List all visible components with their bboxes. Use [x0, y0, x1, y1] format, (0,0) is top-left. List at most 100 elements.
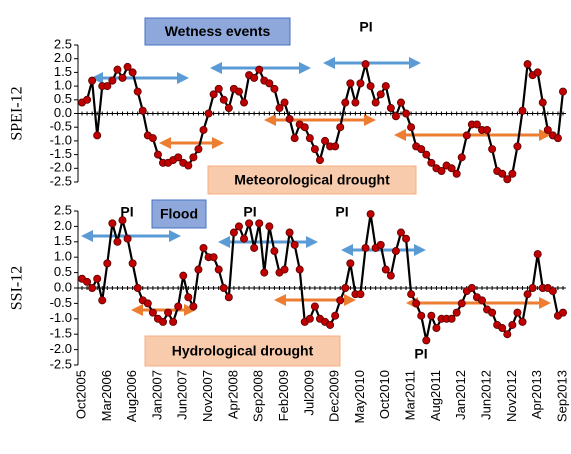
arrows — [81, 57, 551, 316]
marker — [174, 153, 183, 162]
marker — [290, 134, 299, 143]
marker — [467, 283, 476, 292]
y-tick-label: 1.0 — [54, 249, 72, 264]
marker — [457, 299, 466, 308]
marker — [396, 228, 405, 237]
y-tick-label: -0.5 — [50, 295, 72, 310]
marker — [488, 308, 497, 317]
marker — [518, 106, 527, 115]
marker — [402, 109, 411, 118]
marker — [245, 219, 254, 228]
marker — [341, 98, 350, 107]
marker — [361, 243, 370, 252]
marker — [437, 167, 446, 176]
marker — [548, 287, 557, 296]
marker — [88, 76, 97, 85]
marker — [229, 228, 238, 237]
x-tick-label: Jun2012 — [478, 370, 493, 420]
marker — [184, 293, 193, 302]
marker — [194, 265, 203, 274]
annotation: PI — [359, 19, 372, 35]
marker — [331, 311, 340, 320]
marker — [310, 145, 319, 154]
marker — [356, 290, 365, 299]
marker — [265, 222, 274, 231]
x-tick-label: Jul2009 — [301, 370, 316, 416]
marker — [295, 265, 304, 274]
annotation: Wetness events — [165, 23, 271, 39]
marker — [83, 277, 92, 286]
marker — [199, 243, 208, 252]
marker — [417, 311, 426, 320]
marker — [447, 314, 456, 323]
marker — [366, 210, 375, 219]
x-tick-label: Feb2009 — [276, 370, 291, 421]
x-tick-label: Jan2012 — [453, 370, 468, 420]
y-tick-label: 0.0 — [54, 105, 72, 120]
y-tick-label: 0.5 — [54, 91, 72, 106]
marker — [417, 145, 426, 154]
marker — [351, 98, 360, 107]
x-tick-label: Jan2007 — [149, 370, 164, 420]
x-tick-label: Sep2008 — [251, 370, 266, 422]
marker — [503, 330, 512, 339]
marker — [270, 84, 279, 93]
marker — [128, 68, 137, 77]
marker — [386, 271, 395, 280]
marker — [209, 90, 218, 99]
marker — [396, 98, 405, 107]
marker — [265, 79, 274, 88]
marker — [83, 95, 92, 104]
marker — [184, 161, 193, 170]
marker — [113, 237, 122, 246]
x-tick-label: Apr2013 — [529, 370, 544, 419]
annotation: PI — [335, 204, 348, 220]
marker — [240, 98, 249, 107]
y-tick-label: 1.5 — [54, 64, 72, 79]
marker — [376, 90, 385, 99]
marker — [315, 156, 324, 165]
marker — [376, 240, 385, 249]
marker — [513, 308, 522, 317]
x-tick-label: Sep2013 — [554, 370, 569, 422]
marker — [412, 299, 421, 308]
marker — [138, 106, 147, 115]
x-tick-label: Mar2006 — [99, 370, 114, 421]
marker — [255, 65, 264, 74]
annotation-box — [151, 199, 207, 229]
y-tick-label: -0.5 — [50, 119, 72, 134]
marker — [194, 145, 203, 154]
marker — [427, 311, 436, 320]
marker — [538, 98, 547, 107]
y-tick-label: 0.5 — [54, 264, 72, 279]
marker — [159, 317, 168, 326]
marker — [209, 253, 218, 262]
annotation: Meteorological drought — [234, 172, 390, 188]
x-tick-label: Nov2012 — [504, 370, 519, 422]
marker — [508, 169, 517, 178]
marker — [179, 271, 188, 280]
y-tick-label: -2.0 — [50, 341, 72, 356]
y-axis-label: SSI-12 — [9, 266, 26, 310]
marker — [391, 247, 400, 256]
y-tick-label: -1.5 — [50, 146, 72, 161]
x-tick-label: Apr2008 — [225, 370, 240, 419]
marker — [113, 65, 122, 74]
marker — [123, 234, 132, 243]
y-tick-label: -2.0 — [50, 160, 72, 175]
marker — [559, 308, 568, 317]
marker — [260, 268, 269, 277]
marker — [148, 308, 157, 317]
marker — [108, 76, 117, 85]
marker — [543, 125, 552, 134]
y-tick-label: 1.0 — [54, 78, 72, 93]
marker — [407, 290, 416, 299]
marker — [224, 104, 233, 113]
marker — [462, 131, 471, 140]
marker — [341, 283, 350, 292]
y-tick-label: -1.5 — [50, 326, 72, 341]
marker — [477, 296, 486, 305]
marker — [224, 293, 233, 302]
marker — [189, 153, 198, 162]
